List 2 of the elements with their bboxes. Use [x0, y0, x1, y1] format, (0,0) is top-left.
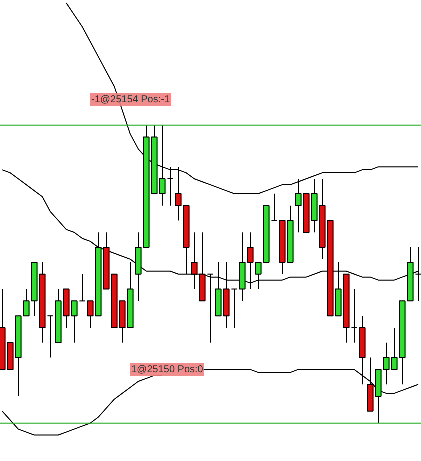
annotation: 1@25150 Pos:0 — [132, 364, 204, 376]
text: -1@25154 Pos:-1 — [92, 94, 170, 106]
